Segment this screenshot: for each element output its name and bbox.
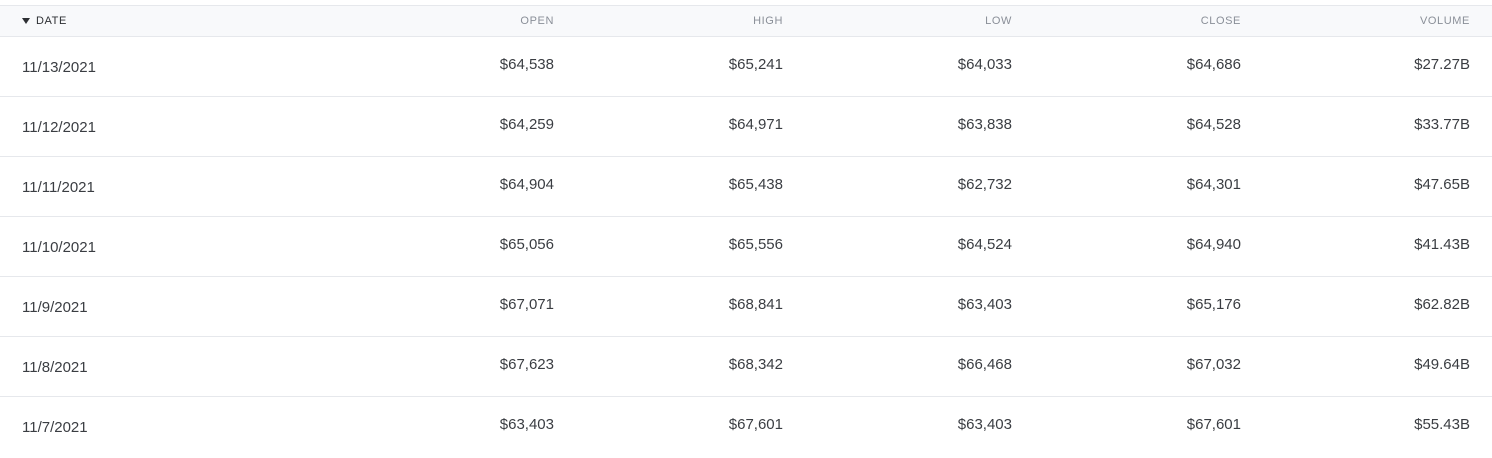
close-cell: $64,940 [1186, 236, 1241, 253]
open-cell: $64,538 [499, 56, 554, 73]
volume-cell: $41.43B [1414, 236, 1470, 253]
volume-cell: $33.77B [1414, 116, 1470, 133]
open-cell: $65,056 [499, 236, 554, 253]
close-cell: $64,301 [1186, 176, 1241, 193]
volume-cell: $47.65B [1414, 176, 1470, 193]
close-cell: $64,528 [1186, 116, 1241, 133]
high-cell: $67,601 [728, 416, 783, 433]
low-cell: $63,403 [957, 296, 1012, 313]
low-cell: $64,033 [957, 56, 1012, 73]
volume-cell: $55.43B [1414, 416, 1470, 433]
volume-cell: $62.82B [1414, 296, 1470, 313]
table-row: 11/11/2021 $64,904 $65,438 $62,732 $64,3… [0, 157, 1492, 217]
date-cell: 11/13/2021 [22, 59, 96, 76]
high-cell: $68,841 [728, 296, 783, 313]
close-cell: $67,032 [1186, 356, 1241, 373]
date-cell: 11/7/2021 [22, 419, 88, 436]
open-cell: $67,071 [499, 296, 554, 313]
open-cell: $63,403 [499, 416, 554, 433]
high-cell: $68,342 [728, 356, 783, 373]
date-cell: 11/12/2021 [22, 119, 96, 136]
open-column-header[interactable]: OPEN [520, 15, 554, 27]
high-cell: $65,438 [728, 176, 783, 193]
date-cell: 11/10/2021 [22, 239, 96, 256]
high-cell: $65,241 [728, 56, 783, 73]
table-row: 11/8/2021 $67,623 $68,342 $66,468 $67,03… [0, 337, 1492, 397]
high-cell: $65,556 [728, 236, 783, 253]
table-header: DATE OPEN HIGH LOW CLOSE VOLUME [0, 5, 1492, 37]
table-row: 11/9/2021 $67,071 $68,841 $63,403 $65,17… [0, 277, 1492, 337]
low-cell: $66,468 [957, 356, 1012, 373]
low-column-header[interactable]: LOW [985, 15, 1012, 27]
price-history-table: DATE OPEN HIGH LOW CLOSE VOLUME 11/13/20… [0, 5, 1492, 456]
date-cell: 11/8/2021 [22, 359, 88, 376]
low-cell: $62,732 [957, 176, 1012, 193]
date-cell: 11/9/2021 [22, 299, 88, 316]
open-cell: $64,904 [499, 176, 554, 193]
volume-column-header[interactable]: VOLUME [1419, 15, 1470, 27]
open-cell: $64,259 [499, 116, 554, 133]
caret-down-icon[interactable] [22, 18, 30, 24]
table-row: 11/12/2021 $64,259 $64,971 $63,838 $64,5… [0, 97, 1492, 157]
volume-cell: $49.64B [1414, 356, 1470, 373]
table-row: 11/7/2021 $63,403 $67,601 $63,403 $67,60… [0, 397, 1492, 456]
low-cell: $63,403 [957, 416, 1012, 433]
close-cell: $67,601 [1186, 416, 1241, 433]
date-column-label: DATE [36, 15, 67, 27]
close-column-header[interactable]: CLOSE [1200, 15, 1241, 27]
open-cell: $67,623 [499, 356, 554, 373]
date-cell: 11/11/2021 [22, 179, 95, 196]
close-cell: $64,686 [1186, 56, 1241, 73]
close-cell: $65,176 [1186, 296, 1241, 313]
table-row: 11/10/2021 $65,056 $65,556 $64,524 $64,9… [0, 217, 1492, 277]
table-row: 11/13/2021 $64,538 $65,241 $64,033 $64,6… [0, 37, 1492, 97]
high-column-header[interactable]: HIGH [753, 15, 783, 27]
high-cell: $64,971 [728, 116, 783, 133]
low-cell: $63,838 [957, 116, 1012, 133]
low-cell: $64,524 [957, 236, 1012, 253]
volume-cell: $27.27B [1414, 56, 1470, 73]
date-column-header[interactable]: DATE [22, 6, 67, 36]
